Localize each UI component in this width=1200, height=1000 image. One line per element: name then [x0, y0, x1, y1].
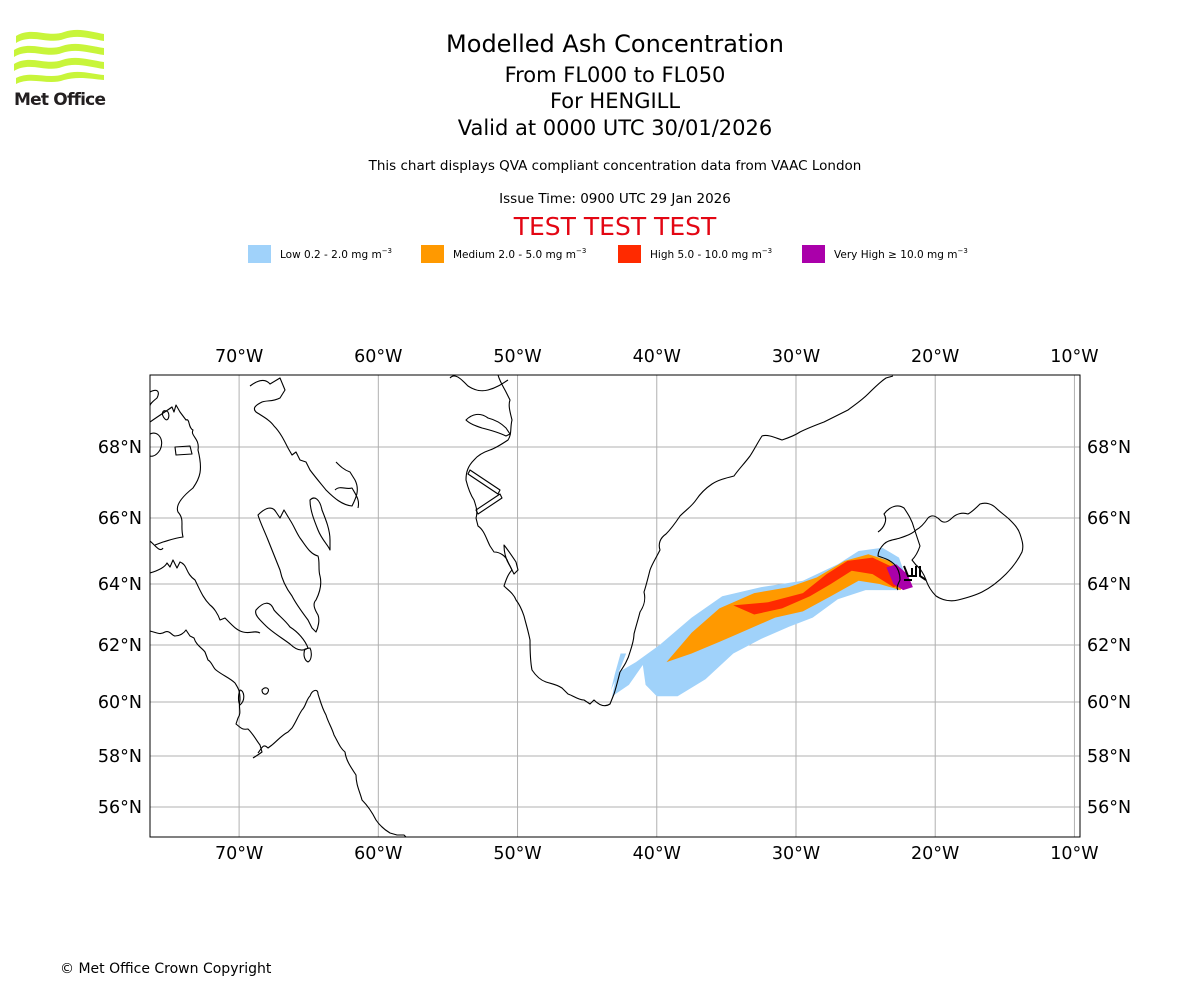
ash-region-high	[733, 557, 908, 615]
coastline-labrador	[150, 629, 263, 759]
lat-tick-label: 62°N	[98, 636, 142, 656]
lat-ticks-right: 68°N 66°N 64°N 62°N 60°N 58°N 56°N	[1087, 438, 1131, 818]
lat-tick-label: 60°N	[1087, 693, 1131, 713]
flight-level-range: From FL000 to FL050	[504, 63, 726, 87]
legend-item-low: Low 0.2 - 2.0 mg m−3	[248, 244, 392, 264]
gridlines	[150, 375, 1080, 837]
lon-tick-label: 30°W	[772, 347, 820, 367]
lat-tick-label: 60°N	[98, 693, 142, 713]
chart-title: Modelled Ash Concentration	[446, 30, 784, 58]
chart-description: This chart displays QVA compliant concen…	[368, 158, 862, 174]
lat-tick-label: 58°N	[98, 747, 142, 767]
lon-tick-label: 70°W	[215, 844, 263, 864]
volcano-name: For HENGILL	[549, 89, 681, 113]
coastline-baffin-east	[309, 487, 360, 551]
copyright-notice: © Met Office Crown Copyright	[60, 961, 272, 977]
map-frame	[149, 374, 1081, 838]
legend-item-very-high: Very High ≥ 10.0 mg m−3	[802, 244, 968, 264]
lon-tick-label: 60°W	[354, 347, 402, 367]
coastlines	[150, 375, 1024, 837]
volcano-marker-icon	[903, 565, 927, 581]
coastline-ungava	[237, 689, 407, 837]
coastline-greenland-fjords	[465, 413, 519, 575]
lon-tick-label: 50°W	[493, 844, 541, 864]
lat-tick-label: 66°N	[98, 509, 142, 529]
map-background	[150, 375, 1080, 837]
valid-time: Valid at 0000 UTC 30/01/2026	[457, 116, 773, 140]
lat-tick-label: 56°N	[1087, 798, 1131, 818]
lat-tick-label: 56°N	[98, 798, 142, 818]
lat-tick-label: 58°N	[1087, 747, 1131, 767]
lon-ticks-bottom: 70°W 60°W 50°W 40°W 30°W 20°W 10°W	[215, 844, 1099, 864]
lat-tick-label: 64°N	[1087, 575, 1131, 595]
legend-swatch-medium	[421, 245, 444, 263]
lon-tick-label: 30°W	[772, 844, 820, 864]
lon-tick-label: 40°W	[633, 347, 681, 367]
ash-region-medium	[666, 554, 908, 663]
waves-logo-icon	[14, 29, 104, 84]
coastline-greenland	[449, 375, 894, 707]
lon-tick-label: 60°W	[354, 844, 402, 864]
lon-tick-label: 20°W	[911, 347, 959, 367]
lon-tick-label: 10°W	[1050, 347, 1098, 367]
lon-tick-label: 40°W	[633, 844, 681, 864]
lon-tick-label: 10°W	[1050, 844, 1098, 864]
lat-tick-label: 68°N	[98, 438, 142, 458]
lat-tick-label: 68°N	[1087, 438, 1131, 458]
issue-time: Issue Time: 0900 UTC 29 Jan 2026	[499, 191, 731, 207]
met-office-logo: Met Office	[12, 28, 112, 114]
ash-plume	[610, 547, 913, 697]
coastline-baffin-island	[150, 389, 261, 634]
legend-label-medium: Medium 2.0 - 5.0 mg m−3	[453, 247, 587, 261]
test-banner: TEST TEST TEST	[513, 212, 717, 241]
legend-item-medium: Medium 2.0 - 5.0 mg m−3	[421, 244, 586, 264]
lat-tick-label: 66°N	[1087, 509, 1131, 529]
legend-label-high: High 5.0 - 10.0 mg m−3	[650, 247, 773, 261]
lon-tick-label: 70°W	[215, 347, 263, 367]
coastline-cumberland	[257, 507, 322, 633]
lat-tick-label: 64°N	[98, 575, 142, 595]
coastline-iceland	[877, 502, 1024, 602]
logo-text: Met Office	[14, 90, 106, 110]
legend-label-low: Low 0.2 - 2.0 mg m−3	[280, 247, 393, 261]
lat-ticks-left: 68°N 66°N 64°N 62°N 60°N 58°N 56°N	[98, 438, 142, 818]
ash-region-low-fragment	[610, 653, 627, 691]
lon-tick-label: 50°W	[493, 347, 541, 367]
lon-ticks-top: 70°W 60°W 50°W 40°W 30°W 20°W 10°W	[215, 347, 1099, 367]
coastline-hudson-strait	[255, 602, 312, 695]
legend-item-high: High 5.0 - 10.0 mg m−3	[618, 244, 772, 264]
legend-swatch-very-high	[802, 245, 825, 263]
coastline-island	[150, 410, 193, 457]
lat-tick-label: 62°N	[1087, 636, 1131, 656]
lon-tick-label: 20°W	[911, 844, 959, 864]
legend-swatch-low	[248, 245, 271, 263]
legend-label-very-high: Very High ≥ 10.0 mg m−3	[834, 247, 968, 261]
legend-swatch-high	[618, 245, 641, 263]
